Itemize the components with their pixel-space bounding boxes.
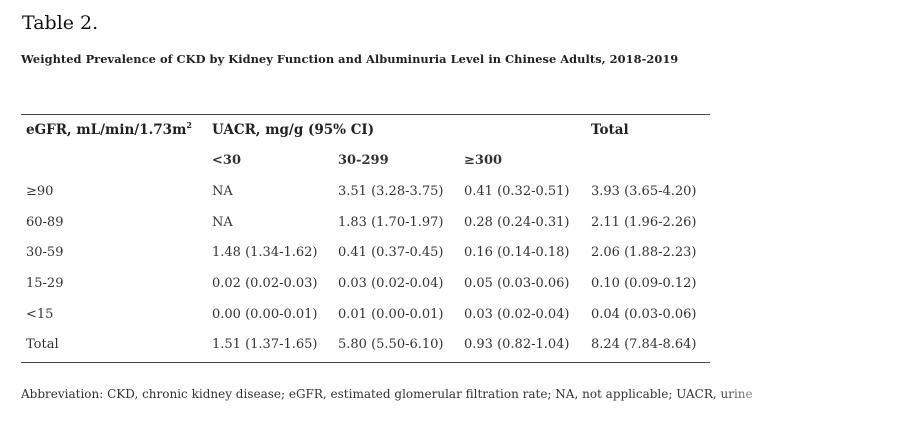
table-cell-total: 3.93 (3.65-4.20) [591, 184, 697, 199]
row-label: ≥90 [26, 184, 54, 199]
table-cell: NA [212, 184, 233, 199]
header-uacr-group: UACR, mg/g (95% CI) [212, 122, 375, 138]
table-cell: 0.02 (0.02-0.03) [212, 276, 318, 291]
table-bottom-rule [21, 362, 710, 363]
table-footnote: Abbreviation: CKD, chronic kidney diseas… [21, 387, 753, 401]
row-label: 30-59 [26, 245, 64, 260]
row-label: <15 [26, 307, 54, 322]
table-cell: 3.51 (3.28-3.75) [338, 184, 444, 199]
subheader-30-299: 30-299 [338, 153, 389, 168]
table-cell: 0.16 (0.14-0.18) [464, 245, 570, 260]
table-cell: 0.05 (0.03-0.06) [464, 276, 570, 291]
row-label: 60-89 [26, 215, 64, 230]
table-cell-total: 0.04 (0.03-0.06) [591, 307, 697, 322]
table-cell-total: 0.10 (0.09-0.12) [591, 276, 697, 291]
table-cell: NA [212, 215, 233, 230]
table-cell: 0.01 (0.00-0.01) [338, 307, 444, 322]
table-cell: 5.80 (5.50-6.10) [338, 337, 444, 352]
table-cell-total: 2.11 (1.96-2.26) [591, 215, 697, 230]
table-cell-total: 2.06 (1.88-2.23) [591, 245, 697, 260]
header-egfr: eGFR, mL/min/1.73m2 [26, 120, 192, 138]
table-cell: 0.03 (0.02-0.04) [338, 276, 444, 291]
table-cell-total: 8.24 (7.84-8.64) [591, 337, 697, 352]
subheader-ge300: ≥300 [464, 153, 503, 168]
table-cell: 0.41 (0.37-0.45) [338, 245, 444, 260]
header-egfr-superscript: 2 [186, 120, 192, 130]
table-cell: 0.41 (0.32-0.51) [464, 184, 570, 199]
table-cell: 1.51 (1.37-1.65) [212, 337, 318, 352]
table-top-rule [21, 114, 710, 115]
row-label: 15-29 [26, 276, 64, 291]
table-caption: Weighted Prevalence of CKD by Kidney Fun… [21, 52, 679, 66]
table-cell: 1.83 (1.70-1.97) [338, 215, 444, 230]
subheader-lt30: <30 [212, 153, 241, 168]
table-cell: 0.28 (0.24-0.31) [464, 215, 570, 230]
table-cell: 1.48 (1.34-1.62) [212, 245, 318, 260]
table-cell: 0.03 (0.02-0.04) [464, 307, 570, 322]
header-total: Total [591, 122, 629, 138]
table-number: Table 2. [22, 12, 99, 34]
row-label: Total [26, 337, 59, 352]
footnote-fade-overlay [716, 384, 900, 406]
table-cell: 0.00 (0.00-0.01) [212, 307, 318, 322]
header-egfr-text: eGFR, mL/min/1.73m [26, 122, 187, 138]
table-cell: 0.93 (0.82-1.04) [464, 337, 570, 352]
